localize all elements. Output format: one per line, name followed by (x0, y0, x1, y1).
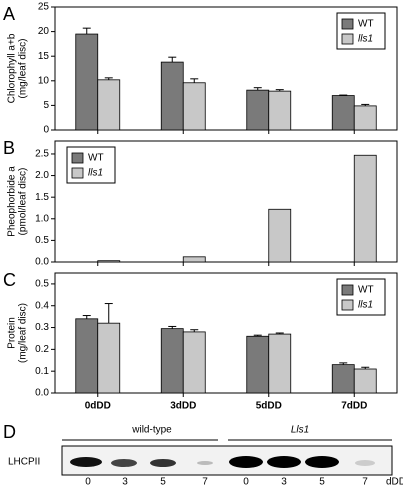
legend-label: WT (88, 153, 104, 164)
bar (247, 336, 269, 393)
bar (98, 80, 120, 130)
y-tick-label: 0.4 (35, 300, 49, 311)
y-tick-label: 0.0 (35, 257, 49, 268)
y-tick-label: 2.0 (35, 170, 49, 181)
x-tick-label: 7dDD (341, 401, 367, 412)
band (267, 456, 301, 468)
error-bar (83, 316, 91, 319)
bar (98, 323, 120, 393)
bar (269, 91, 291, 130)
bar (332, 365, 354, 393)
row-label: LHCPII (8, 457, 40, 468)
y-tick-label: 2.5 (35, 149, 49, 160)
y-axis-label: (mg/leaf disc) (18, 38, 29, 98)
bar (183, 332, 205, 393)
bar (332, 96, 354, 130)
group-label: Lls1 (291, 425, 309, 436)
band (70, 457, 102, 467)
legend-swatch (72, 153, 83, 163)
bar (183, 257, 205, 262)
legend-label: WT (358, 19, 374, 30)
panel-label: D (3, 422, 16, 442)
error-bar (190, 79, 198, 83)
band (229, 456, 263, 468)
y-tick-label: 0.3 (35, 322, 49, 333)
lane-label: 5 (319, 477, 325, 488)
y-axis-label: (pmol/leaf disc) (18, 168, 29, 236)
y-axis-label: (mg/leaf disc) (18, 303, 29, 363)
bar (354, 106, 376, 130)
legend-swatch (72, 168, 83, 178)
band (305, 456, 339, 468)
legend-swatch (342, 285, 353, 295)
y-tick-label: 15 (38, 51, 50, 62)
y-tick-label: 10 (38, 75, 50, 86)
panel-label: C (3, 270, 16, 290)
y-tick-label: 25 (38, 2, 50, 13)
y-axis-label: Protein (7, 317, 18, 349)
unit-label: dDD (386, 477, 403, 488)
band (150, 459, 176, 467)
bar (247, 90, 269, 130)
band (355, 460, 375, 466)
x-tick-label: 3dDD (170, 401, 196, 412)
error-bar (83, 28, 91, 34)
y-tick-label: 5 (43, 100, 49, 111)
bar (76, 319, 98, 393)
bar (269, 334, 291, 393)
blot-membrane (62, 446, 392, 475)
bar (183, 83, 205, 130)
legend-swatch (342, 300, 353, 310)
lane-label: 0 (243, 477, 249, 488)
y-tick-label: 20 (38, 26, 50, 37)
y-axis-label: Pheophorbide a (7, 166, 18, 237)
legend-swatch (342, 34, 353, 44)
group-label: wild-type (131, 425, 172, 436)
lane-label: 7 (362, 477, 368, 488)
bar (161, 62, 183, 130)
x-tick-label: 0dDD (85, 401, 111, 412)
y-axis-label: Chlorophyll a+b (7, 33, 18, 103)
bar (161, 329, 183, 393)
lane-label: 3 (281, 477, 287, 488)
band (111, 459, 137, 467)
legend-label: lls1 (88, 168, 103, 179)
panel-label: B (3, 138, 15, 158)
panel-label: A (3, 4, 15, 24)
bar (354, 369, 376, 393)
bar (76, 34, 98, 130)
bar (354, 155, 376, 262)
bar (269, 209, 291, 262)
lane-label: 7 (202, 477, 208, 488)
legend-label: WT (358, 285, 374, 296)
error-bar (168, 57, 176, 62)
y-tick-label: 0.0 (35, 388, 49, 399)
y-tick-label: 0 (43, 125, 49, 136)
y-tick-label: 0.5 (35, 279, 49, 290)
lane-label: 3 (122, 477, 128, 488)
legend-swatch (342, 19, 353, 29)
lane-label: 5 (160, 477, 166, 488)
band (197, 461, 213, 465)
x-tick-label: 5dDD (256, 401, 282, 412)
legend-label: lls1 (358, 34, 373, 45)
y-tick-label: 0.1 (35, 366, 49, 377)
lane-label: 0 (85, 477, 91, 488)
error-bar (105, 304, 113, 324)
y-tick-label: 1.5 (35, 192, 49, 203)
legend-label: lls1 (358, 300, 373, 311)
y-tick-label: 0.5 (35, 235, 49, 246)
y-tick-label: 0.2 (35, 344, 49, 355)
y-tick-label: 1.0 (35, 213, 49, 224)
bar (98, 261, 120, 262)
